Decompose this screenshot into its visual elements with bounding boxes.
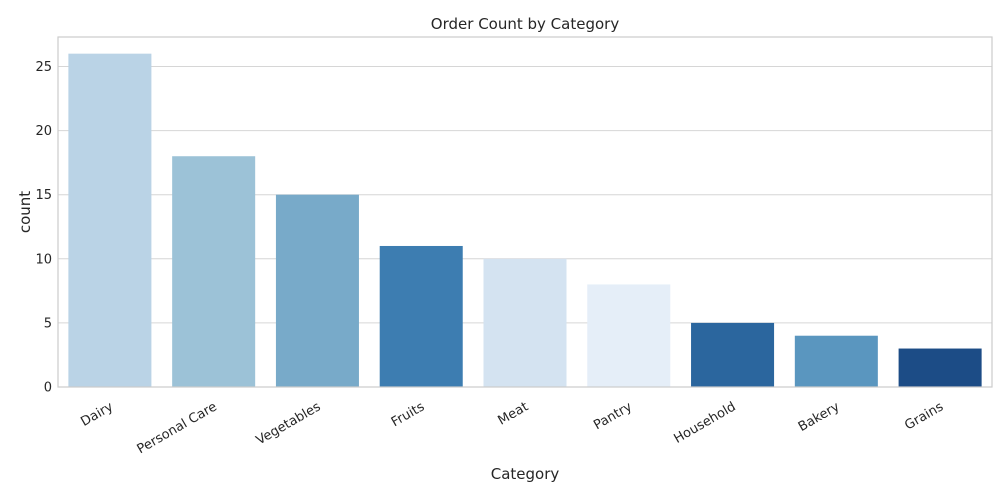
x-tick-label: Pantry: [591, 399, 635, 433]
bar-bakery: [794, 335, 878, 387]
x-axis-ticks: Dairy Personal Care Vegetables Fruits Meat Pa…: [78, 399, 946, 457]
bar-dairy: [68, 53, 152, 388]
bars: [68, 53, 982, 388]
y-tick-label: 15: [35, 188, 52, 203]
x-tick-label: Grains: [902, 399, 946, 433]
x-tick-label: Household: [671, 399, 738, 446]
x-axis-title: Category: [491, 465, 560, 483]
bar-fruits: [379, 245, 463, 387]
y-tick-label: 0: [44, 381, 52, 396]
x-tick-label: Bakery: [796, 399, 843, 435]
x-tick-label: Dairy: [78, 399, 116, 429]
y-axis-ticks: 0 5 10 15 20 25: [35, 60, 52, 396]
y-axis-title: count: [16, 191, 34, 233]
y-tick-label: 5: [44, 316, 52, 331]
bar-meat: [483, 258, 567, 387]
plot-border: [57, 36, 993, 388]
y-tick-label: 20: [35, 124, 52, 139]
y-tick-label: 10: [35, 252, 52, 267]
bar-grains: [898, 348, 982, 387]
x-tick-label: Personal Care: [135, 399, 220, 457]
bar-personal-care: [172, 156, 256, 387]
x-tick-label: Meat: [496, 399, 531, 428]
bar-household: [691, 322, 775, 387]
bar-pantry: [587, 284, 671, 387]
x-tick-label: Fruits: [389, 399, 428, 430]
chart-title: Order Count by Category: [431, 15, 620, 33]
bar-vegetables: [275, 194, 359, 387]
y-tick-label: 25: [35, 60, 52, 75]
plot-frame: [57, 36, 993, 388]
x-tick-label: Vegetables: [254, 399, 324, 448]
